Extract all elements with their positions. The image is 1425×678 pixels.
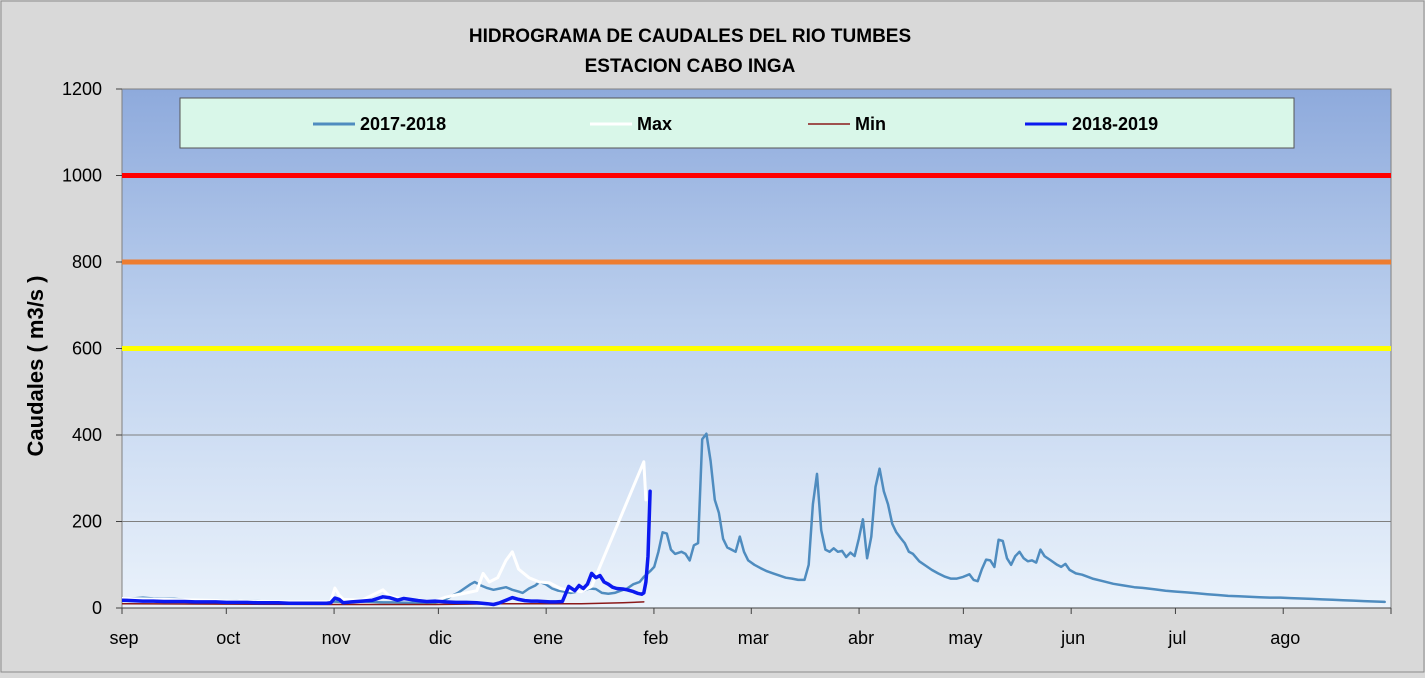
y-tick-label: 400 bbox=[72, 425, 102, 445]
y-tick-label: 600 bbox=[72, 339, 102, 359]
x-tick-label: nov bbox=[322, 628, 351, 648]
y-axis: 0 200 400 600 800 1000 1200 bbox=[62, 79, 122, 618]
x-tick-label: may bbox=[948, 628, 982, 648]
series-line-2018-2019 bbox=[122, 489, 652, 607]
threshold-lines bbox=[122, 173, 1391, 351]
x-tick-label: dic bbox=[429, 628, 452, 648]
x-tick-label: ene bbox=[533, 628, 563, 648]
y-tick-label: 1200 bbox=[62, 79, 102, 99]
x-tick-label: mar bbox=[738, 628, 769, 648]
x-axis: sep oct nov dic ene feb mar abr may jun jul ago bbox=[109, 607, 1392, 648]
legend-box bbox=[179, 97, 1295, 149]
y-tick-label: 0 bbox=[92, 598, 102, 618]
x-tick-label: sep bbox=[109, 628, 138, 648]
x-tick-label: oct bbox=[216, 628, 240, 648]
y-axis-label: Caudales ( m3/s ) bbox=[23, 276, 48, 457]
y-tick-label: 800 bbox=[72, 252, 102, 272]
series-line-max bbox=[122, 460, 648, 604]
y-tick-label: 1000 bbox=[62, 166, 102, 186]
x-tick-label: abr bbox=[848, 628, 874, 648]
x-tick-label: jul bbox=[1167, 628, 1186, 648]
chart-subtitle: ESTACION CABO INGA bbox=[585, 56, 796, 77]
x-tick-label: jun bbox=[1060, 628, 1085, 648]
x-tick-label: ago bbox=[1270, 628, 1300, 648]
y-tick-label: 200 bbox=[72, 512, 102, 532]
data-series bbox=[122, 432, 1386, 607]
chart-title: HIDROGRAMA DE CAUDALES DEL RIO TUMBES bbox=[469, 26, 911, 47]
legend-label: Min bbox=[855, 114, 886, 134]
legend-label: Max bbox=[637, 114, 672, 134]
legend-label: 2017-2018 bbox=[360, 114, 446, 134]
legend: 2017-2018 Max Min 2018-2019 bbox=[179, 97, 1295, 149]
legend-label: 2018-2019 bbox=[1072, 114, 1158, 134]
x-tick-label: feb bbox=[643, 628, 668, 648]
